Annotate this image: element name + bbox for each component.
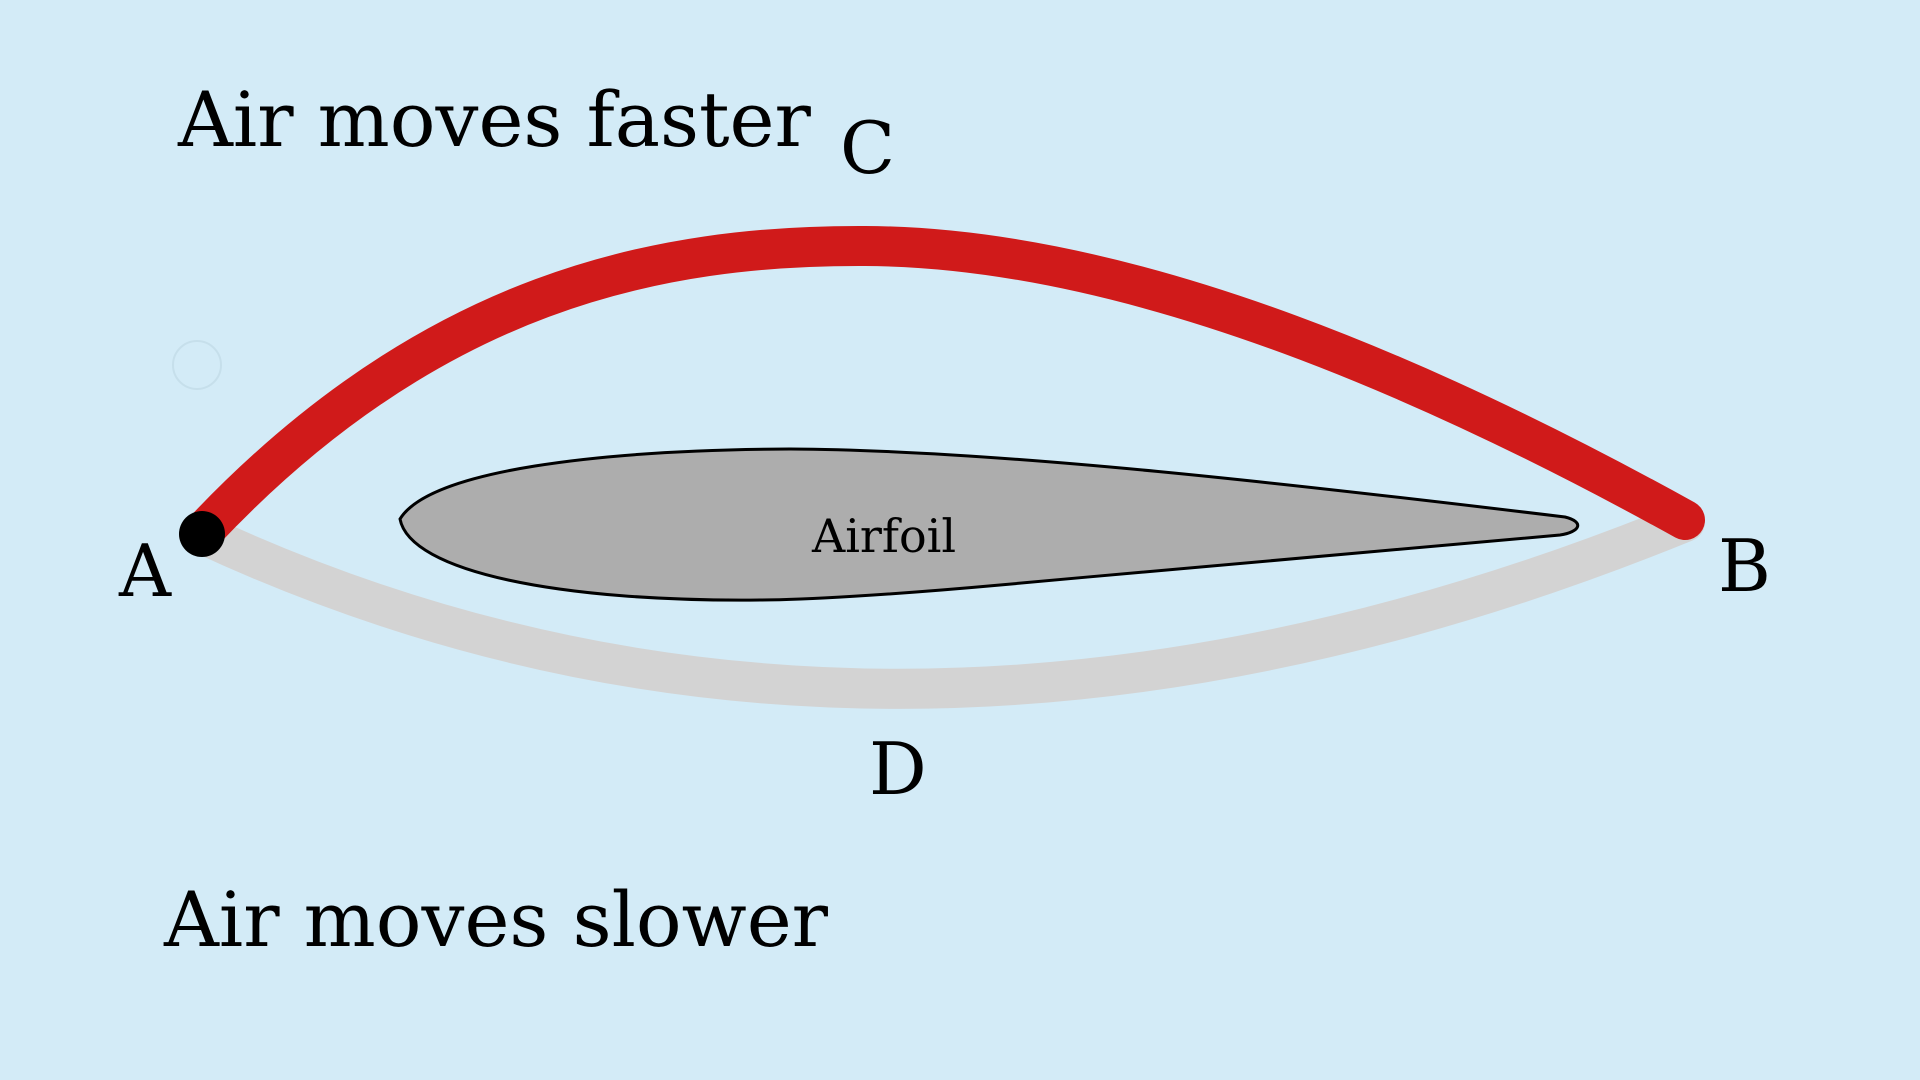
point-label-a: A [119, 529, 171, 613]
caption-air-moves-slower: Air moves slower [164, 875, 828, 964]
start-dot [179, 511, 225, 557]
point-label-b: B [1718, 524, 1771, 608]
point-label-c: C [840, 106, 896, 190]
point-label-d: D [869, 727, 927, 811]
faint-circle-marker [172, 340, 222, 390]
upper-path-c [182, 225, 1705, 553]
lower-path-d [180, 502, 1705, 709]
airfoil-shape [398, 447, 1579, 602]
airfoil-label: Airfoil [812, 509, 957, 563]
caption-air-moves-faster: Air moves faster [178, 75, 811, 164]
